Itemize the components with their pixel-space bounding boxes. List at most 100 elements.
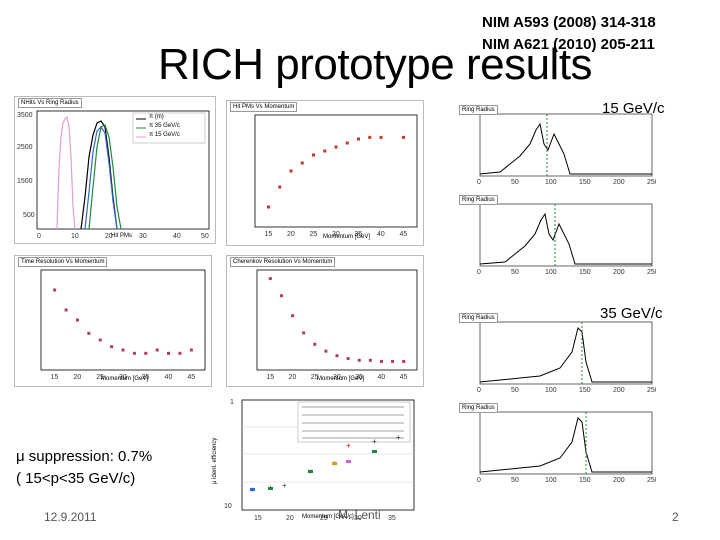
x-tick-label: 250 (647, 179, 656, 186)
plot-title: Hit PMs Vs Momentum (230, 102, 298, 112)
svg-text:3500: 3500 (17, 112, 33, 119)
ring-radius-svg: 0 50 100 150 200 250 (477, 113, 659, 186)
plot-title: Ring Radius (459, 195, 498, 205)
x-tick-label: 50 (511, 477, 519, 484)
muon-efficiency-svg: + + + + + + + + 15 20 25 30 35 1 10 (224, 399, 415, 522)
data-point (346, 357, 350, 361)
x-tick-label: 45 (187, 374, 195, 381)
data-point (368, 358, 372, 362)
x-tick-label: 20 (289, 374, 297, 381)
histogram-line (479, 212, 652, 265)
x-tick-label: 25 (310, 231, 318, 238)
data-point (278, 185, 282, 189)
cherenkov-resolution-plot: Cherenkov Resolution Vs Momentum 15 20 25 3… (226, 255, 424, 387)
y-axis-label: μ ident. efficiency (212, 437, 218, 484)
x-tick-label: 200 (613, 179, 625, 186)
x-tick-label: 35 (355, 374, 363, 381)
x-tick-label: 30 (332, 231, 340, 238)
x-tick-label: 30 (333, 374, 341, 381)
legend-entry: π 35 GeV/c (149, 123, 180, 129)
x-axis-label: Hit PMs (111, 233, 132, 239)
plot-title: Ring Radius (459, 105, 498, 115)
data-point (155, 348, 159, 352)
x-axis-label: Momentum [GeV] (317, 376, 365, 382)
plot-title: Ring Radius (459, 403, 498, 413)
x-tick-label: 0 (477, 387, 481, 394)
x-tick-label: 35 (142, 374, 150, 381)
x-tick-label: 50 (511, 269, 519, 276)
data-point (345, 141, 349, 145)
data-point (87, 331, 91, 335)
data-point (379, 359, 383, 363)
data-point (368, 135, 372, 139)
data-point (357, 137, 360, 141)
x-tick-label: 15 (51, 374, 59, 381)
data-point (379, 135, 383, 139)
svg-text:25: 25 (320, 515, 328, 522)
data-point (334, 145, 338, 149)
footer-date: 12.9.2011 (44, 510, 97, 524)
x-tick-label: 150 (579, 477, 591, 484)
data-point (144, 351, 148, 355)
ring-radius-svg: 0 50 100 150 200 250 (477, 203, 659, 276)
x-tick-label: 50 (511, 179, 519, 186)
ring-radius-svg: 0 50 100 150 200 250 (477, 321, 659, 394)
x-axis-label: Momentum [GeV] (323, 234, 371, 240)
hits-vs-momentum-plot: Hit PMs Vs Momentum 15 20 25 30 35 40 45 Momen… (226, 100, 424, 246)
svg-text:30: 30 (354, 515, 362, 522)
data-point (313, 342, 317, 346)
x-tick-label: 50 (511, 387, 519, 394)
svg-text:50: 50 (201, 233, 209, 240)
ring-radius-histogram: Ring Radius 0 50 100 150 200 250 (456, 104, 659, 190)
data-point (312, 153, 315, 157)
x-tick-label: 150 (579, 179, 591, 186)
legend-entry: π 15 GeV/c (149, 132, 180, 138)
plot-title: Cherenkov Resolution Vs Momentum (230, 257, 336, 267)
x-tick-label: 40 (165, 374, 173, 381)
data-point (267, 205, 270, 209)
data-point (300, 161, 304, 165)
x-tick-label: 25 (311, 374, 319, 381)
x-tick-label: 250 (647, 477, 656, 484)
svg-text:1: 1 (230, 399, 234, 406)
data-point (291, 314, 295, 318)
reference-2: NIM A621 (2010) 205-211 (482, 36, 655, 53)
x-tick-label: 20 (73, 374, 81, 381)
data-point (167, 351, 171, 355)
x-tick-label: 150 (579, 387, 591, 394)
ring-radius-histogram: Ring Radius 0 50 100 150 200 250 (456, 194, 659, 280)
x-tick-label: 150 (579, 269, 591, 276)
data-point (357, 358, 361, 362)
x-tick-label: 45 (400, 374, 408, 381)
data-point (302, 331, 306, 335)
hits-vs-momentum-svg: 15 20 25 30 35 40 45 (254, 114, 418, 238)
data-point (402, 359, 406, 363)
data-point (64, 308, 68, 312)
energy-label-35: 35 GeV/c (600, 305, 663, 322)
data-point (110, 345, 114, 349)
x-tick-label: 40 (377, 231, 385, 238)
svg-text:10: 10 (71, 233, 79, 240)
x-tick-label: 200 (613, 269, 625, 276)
svg-text:35: 35 (388, 515, 396, 522)
x-tick-label: 30 (119, 374, 127, 381)
hits-vs-radius-plot: NHits Vs Ring Radius 3500 2500 1500 500 … (14, 96, 216, 244)
data-point (53, 288, 57, 292)
plot-title: Time Resolution Vs Momentum (18, 257, 108, 267)
x-tick-label: 25 (96, 374, 104, 381)
x-tick-label: 45 (400, 231, 408, 238)
cherenkov-resolution-svg: 15 20 25 30 35 40 45 (256, 269, 418, 381)
legend: π (m) π 35 GeV/c π 15 GeV/c (149, 113, 180, 140)
data-point (279, 294, 283, 298)
svg-text:+: + (346, 441, 351, 450)
time-resolution-svg: 15 20 25 30 35 40 45 (40, 269, 206, 381)
x-tick-label: 250 (647, 269, 656, 276)
page-number: 2 (672, 510, 679, 524)
svg-text:40: 40 (173, 233, 181, 240)
data-point (132, 351, 136, 355)
energy-label-15: 15 GeV/c (602, 100, 665, 117)
hits-vs-radius-svg: 3500 2500 1500 500 0 10 20 30 40 50 (17, 110, 210, 240)
histogram-line (479, 327, 652, 383)
histogram-line (479, 417, 652, 473)
x-tick-label: 0 (477, 477, 481, 484)
